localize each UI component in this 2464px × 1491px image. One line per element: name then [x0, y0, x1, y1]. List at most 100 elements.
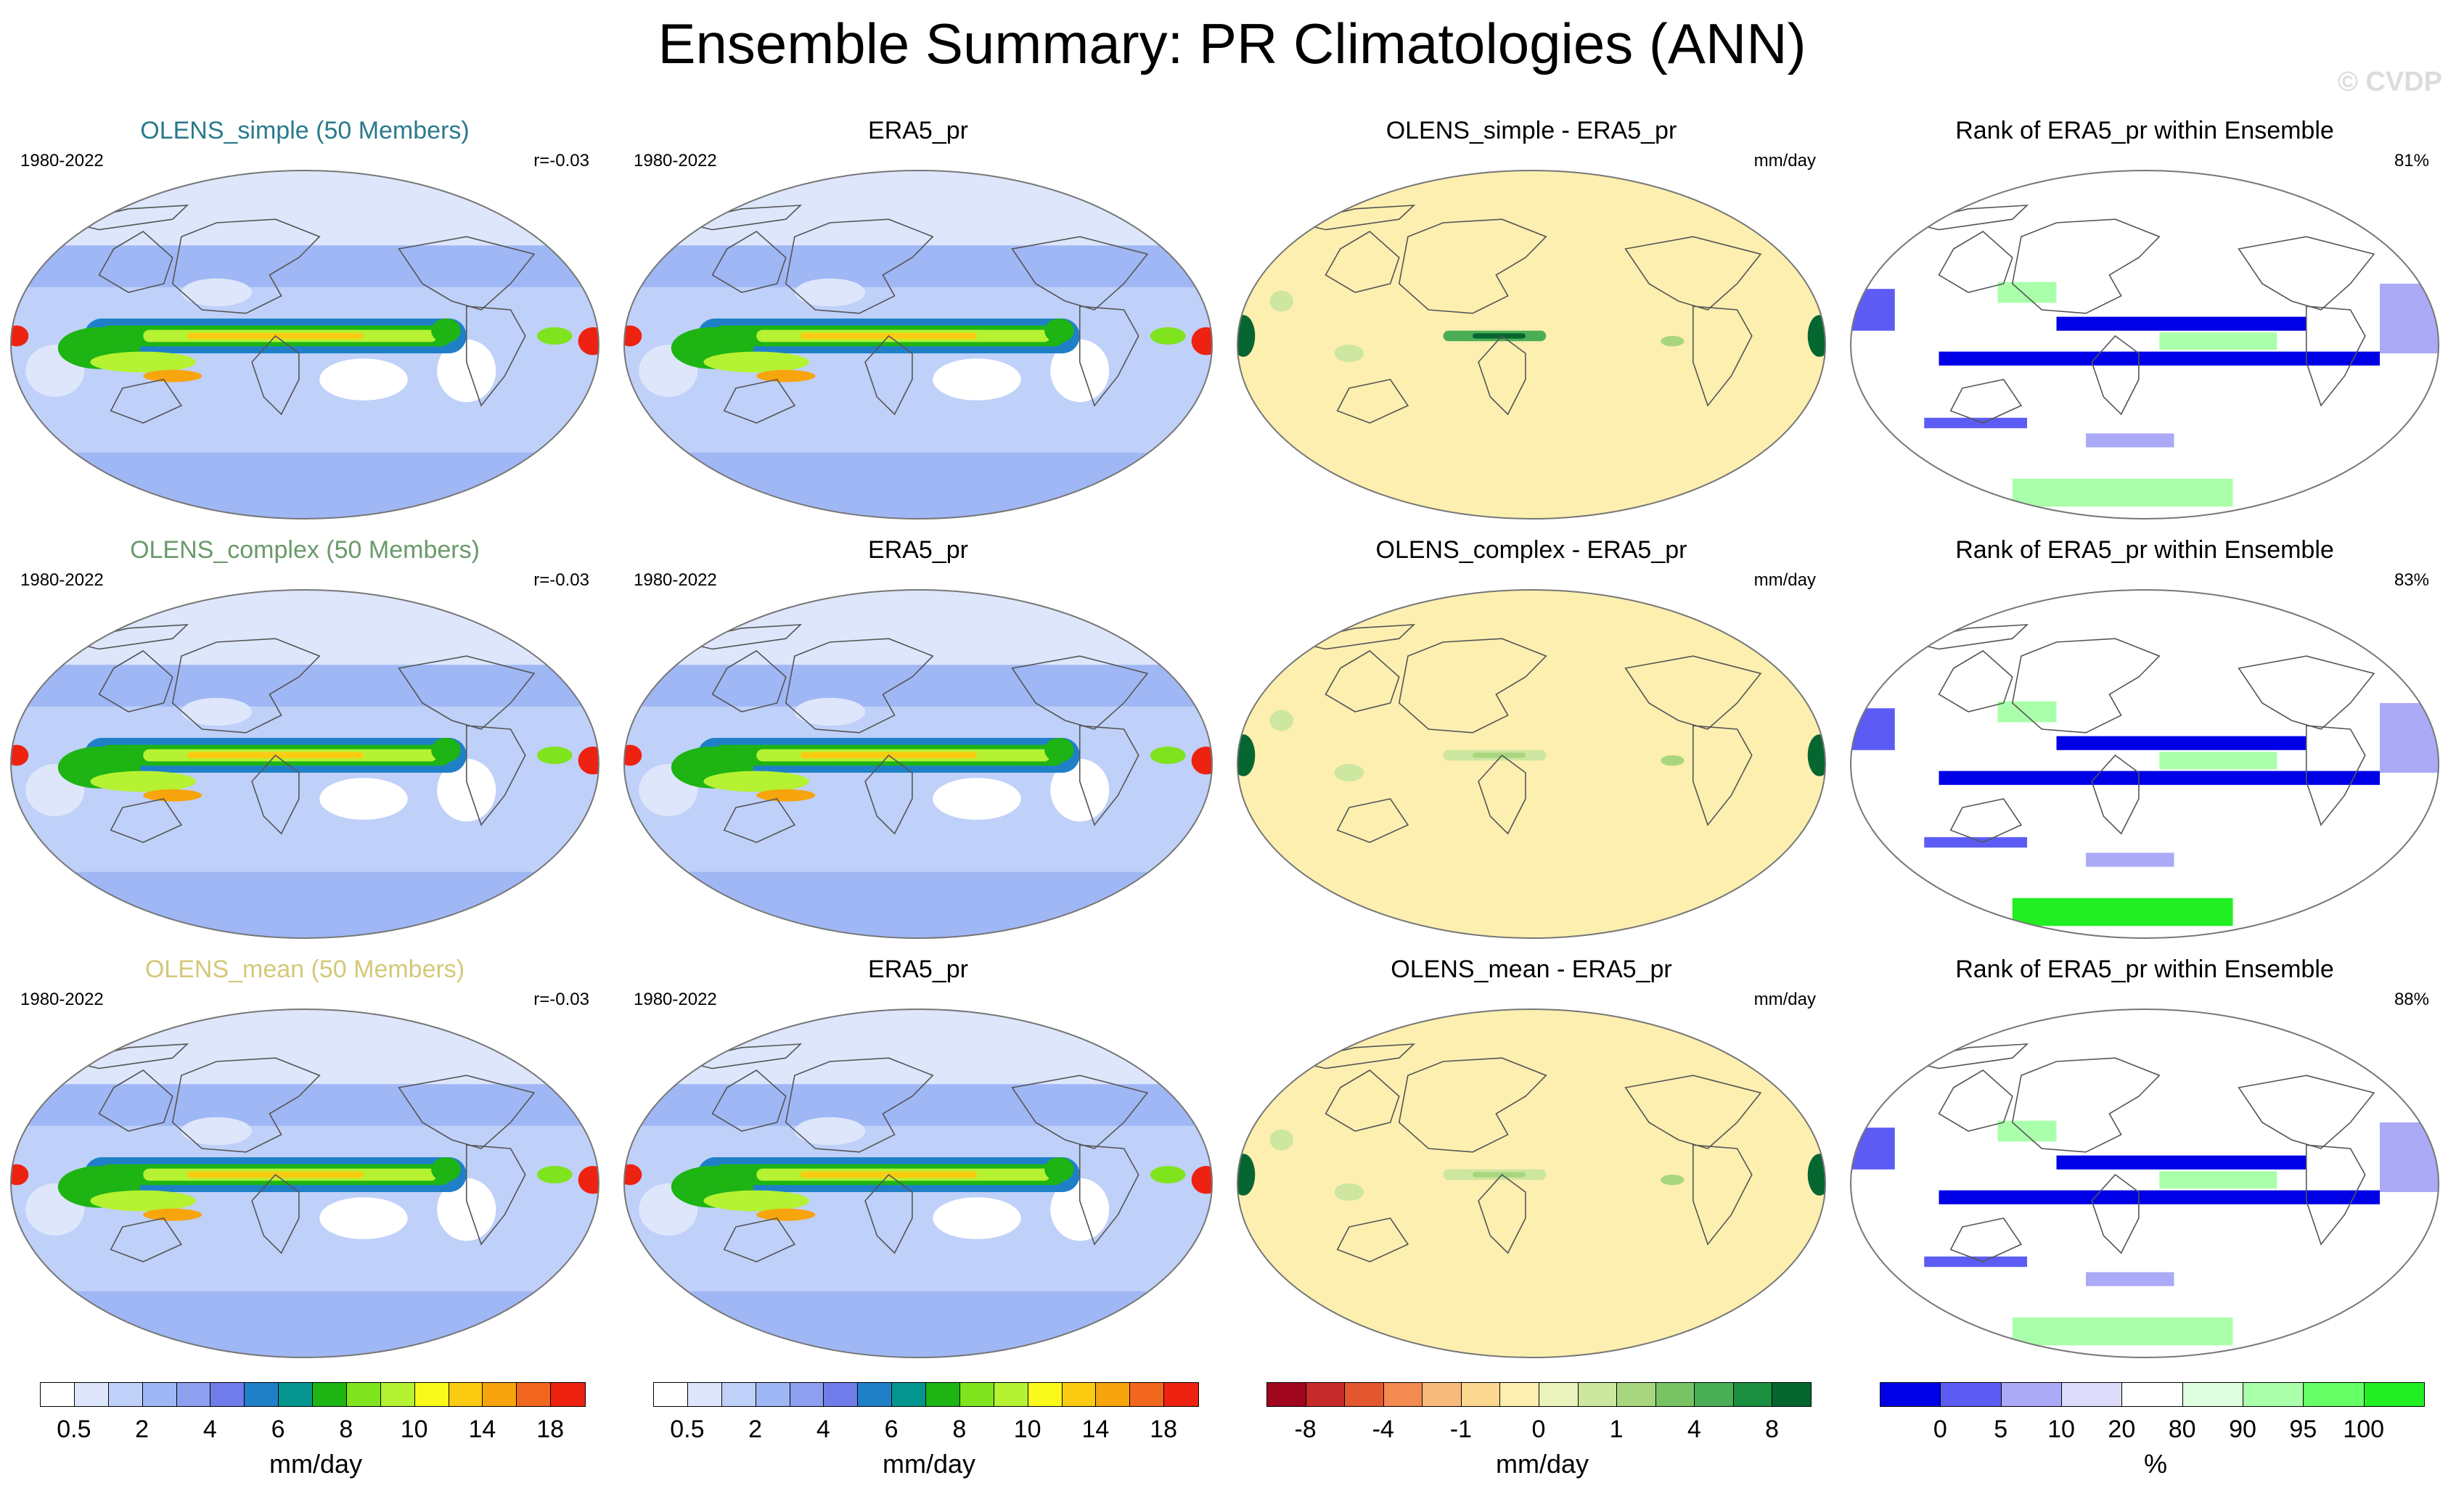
colorbar-swatch: [959, 1382, 995, 1407]
colorbar-climo: 0.5 2 4 6 8 10 14 18 mm/day: [40, 1382, 592, 1484]
colorbar-tick-label: 4: [1687, 1416, 1701, 1443]
continent-outline: [1624, 655, 1762, 730]
continent-outline: [2305, 305, 2366, 407]
difference-patch: [1269, 1129, 1293, 1151]
map-diff: [1237, 589, 1826, 939]
continent-outline: [98, 231, 173, 293]
colorbar-tick-label: 0.5: [670, 1416, 705, 1443]
map-diff: [1237, 1009, 1826, 1358]
continent-outline: [2091, 334, 2140, 416]
colorbar-tick-label: 5: [1994, 1416, 2008, 1443]
colorbar-tick-label: 2: [748, 1416, 763, 1443]
atlantic-rain: [1044, 1157, 1074, 1182]
dry-zone: [437, 1178, 496, 1241]
colorbar-tick-label: 20: [2108, 1416, 2136, 1443]
panel-title: OLENS_simple (50 Members): [140, 117, 470, 144]
dry-zone: [437, 758, 496, 822]
rank-block-low: [2086, 1272, 2174, 1286]
colorbar-swatch: [210, 1382, 245, 1407]
continent-outline: [1478, 334, 1526, 416]
colorbar-tick-label: 10: [2047, 1416, 2075, 1443]
rank-block-high: [2012, 898, 2233, 927]
continent-outline: [723, 1217, 796, 1262]
africa-rain: [1150, 747, 1186, 764]
edge-max: [624, 325, 642, 347]
atlantic-rain: [431, 738, 461, 763]
colorbar-swatch: [891, 1382, 927, 1407]
continent-outline: [2238, 655, 2375, 730]
edge-max: [624, 1164, 642, 1186]
colorbar-swatch: [1499, 1382, 1540, 1407]
colorbar-tick-label: 14: [1081, 1416, 1110, 1443]
rank-block-high: [1997, 1120, 2057, 1142]
rank-block-high: [2159, 752, 2277, 770]
continent-outline: [110, 798, 183, 843]
edge-max: [578, 327, 599, 356]
colorbar-swatch: [1095, 1382, 1131, 1407]
colorbar-swatch: [993, 1382, 1029, 1407]
colorbar-unit: mm/day: [882, 1449, 976, 1479]
colorbar-tick-label: 18: [1150, 1416, 1178, 1443]
continent-outline: [465, 1144, 526, 1246]
colorbar-unit: mm/day: [269, 1449, 363, 1479]
polar-field-north: [11, 171, 599, 247]
continent-outline: [785, 638, 934, 734]
continent-outline: [1325, 1069, 1400, 1132]
colorbar-swatch: [687, 1382, 723, 1407]
continent-outline: [1011, 1075, 1149, 1149]
colorbar-tick-label: 14: [468, 1416, 496, 1443]
colorbar-swatch: [244, 1382, 279, 1407]
rank-block-high: [1997, 701, 2057, 723]
rank-block-low: [1939, 351, 2380, 366]
difference-patch: [1334, 1183, 1364, 1201]
continent-outline: [1938, 650, 2013, 712]
difference-patch: [1661, 336, 1685, 347]
continent-outline: [1398, 1057, 1547, 1153]
colorbar-swatch: [1577, 1382, 1618, 1407]
southern-storm-track: [624, 1291, 1212, 1357]
itcz-difference-core: [1473, 1172, 1526, 1178]
period-label: 1980-2022: [20, 151, 104, 171]
spcz-peak: [756, 369, 816, 382]
rank-block-low: [2380, 703, 2439, 773]
difference-patch: [1661, 755, 1685, 766]
colorbar-tick-label: 0: [1933, 1416, 1947, 1443]
map-outline: [10, 589, 599, 939]
map-outline: [1237, 1009, 1826, 1358]
continent-outline: [1624, 236, 1762, 311]
edge-max: [624, 744, 642, 766]
colorbar-swatch: [1732, 1382, 1773, 1407]
map-rank: [1850, 1009, 2439, 1358]
colorbar-swatch: [2243, 1382, 2304, 1407]
edge-max: [1191, 327, 1212, 356]
continent-outline: [1011, 236, 1149, 311]
polar-field-north: [624, 590, 1212, 667]
continent-outline: [723, 798, 796, 843]
continent-outline: [69, 205, 189, 231]
edge-max: [11, 1164, 29, 1186]
colorbar-swatch: [823, 1382, 859, 1407]
period-label: 1980-2022: [20, 990, 104, 1009]
continent-outline: [1692, 305, 1753, 407]
rank-block-high: [1997, 282, 2057, 303]
dry-zone: [1050, 758, 1110, 822]
dry-zone: [794, 697, 866, 726]
continent-outline: [864, 1173, 913, 1254]
rank-block-low: [2056, 736, 2307, 750]
colorbar-tick-label: 1: [1609, 1416, 1624, 1443]
map-panel-obs: ERA5_pr 1980-2022: [621, 955, 1216, 1361]
colorbar-swatch: [2000, 1382, 2063, 1407]
continent-outline: [1478, 1173, 1526, 1254]
continent-outline: [1325, 231, 1400, 293]
continent-outline: [1296, 624, 1416, 650]
pattern-correlation: r=-0.03: [533, 151, 589, 171]
edge-max: [1191, 747, 1212, 775]
panel-title: Rank of ERA5_pr within Ensemble: [1955, 956, 2334, 983]
colorbar-unit: mm/day: [1495, 1449, 1589, 1479]
map-obs: [623, 170, 1213, 519]
edge-max: [11, 325, 29, 347]
background-field: [1851, 171, 2439, 519]
map-outline: [623, 589, 1213, 939]
period-label: 1980-2022: [634, 990, 717, 1009]
colorbar-swatch: [653, 1382, 689, 1407]
